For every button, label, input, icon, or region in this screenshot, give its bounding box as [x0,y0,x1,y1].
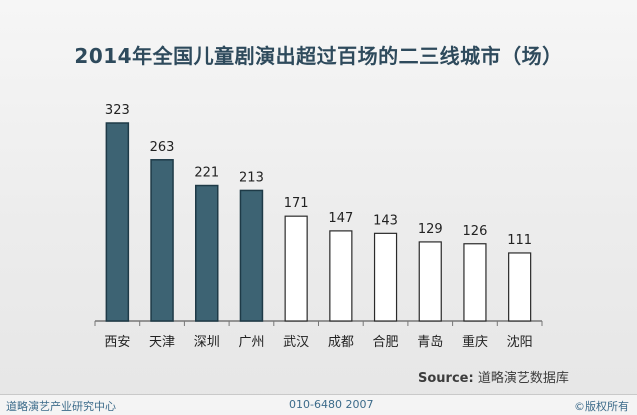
chart-title: 2014年全国儿童剧演出超过百场的二三线城市（场） [74,44,563,68]
category-label: 武汉 [283,335,309,350]
data-label: 263 [150,140,175,155]
category-label: 天津 [149,335,175,350]
data-label: 221 [194,166,219,181]
category-label: 沈阳 [507,335,533,350]
bar-青岛 [418,241,442,322]
bar-成都 [329,230,353,322]
data-label: 126 [463,224,488,239]
bar-广州 [239,189,264,322]
footer-phone: 010-6480 2007 [289,398,374,411]
category-label: 合肥 [373,335,399,350]
footer-bar: 道略演艺产业研究中心 010-6480 2007 ©版权所有 [0,394,637,415]
category-label: 成都 [328,335,354,350]
bar-天津 [150,159,174,322]
data-label: 213 [239,170,264,185]
category-label: 广州 [238,335,264,350]
data-label: 323 [105,103,130,118]
data-label: 111 [507,233,532,248]
source-note: Source: 道略演艺数据库 [418,367,569,386]
bar-重庆 [463,243,487,322]
bar-合肥 [373,232,398,322]
data-label: 129 [418,222,443,237]
source-text: 道略演艺数据库 [477,371,569,386]
footer-organization: 道略演艺产业研究中心 [6,400,116,413]
category-label: 青岛 [417,334,443,350]
data-label: 143 [373,213,398,228]
data-label: 171 [284,196,309,211]
category-label: 重庆 [462,334,488,350]
data-label: 147 [328,211,353,226]
source-prefix: Source: [418,371,474,386]
bar-武汉 [284,215,308,322]
bar-西安 [105,122,130,322]
bar-深圳 [195,184,219,322]
category-label: 深圳 [194,335,220,350]
category-label: 西安 [104,335,130,350]
bar-沈阳 [508,252,532,322]
footer-copyright: ©版权所有 [574,400,629,413]
